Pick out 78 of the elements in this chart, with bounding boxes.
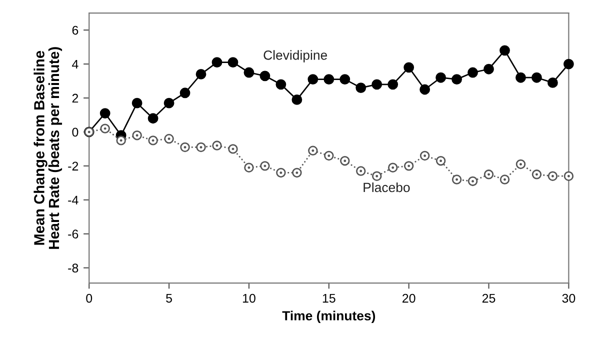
point [100,108,110,118]
point [372,171,382,181]
point [436,72,446,83]
point [212,57,222,68]
point [308,146,318,156]
point [324,150,334,161]
point [500,174,510,184]
series-label: Clevidipine [264,50,328,62]
point [388,162,398,172]
point [404,62,414,73]
y-tick-label: -8 [68,264,78,272]
series-label: Placebo [364,182,410,192]
point [292,94,302,105]
x-axis-title: Time (minutes) [282,310,376,324]
point [563,58,574,70]
point [484,64,494,74]
point [420,150,430,161]
point [148,113,158,124]
point [516,159,526,170]
point [260,70,270,82]
point [212,140,222,150]
point [468,67,478,78]
point [308,74,318,85]
point [500,45,510,56]
point [196,69,206,80]
point [564,171,574,181]
point [180,88,190,98]
point [420,84,430,95]
point [100,124,110,134]
y-tick-label: 6 [72,26,78,35]
point [132,130,142,140]
point [484,170,494,180]
point [436,156,446,166]
x-tick-label: 30 [562,294,576,303]
x-tick-label: 25 [482,294,496,303]
point [372,79,382,90]
point [244,162,254,172]
point [548,171,558,181]
point [324,74,334,85]
x-tick-label: 5 [166,294,172,303]
point [164,134,174,144]
y-tick-label: -4 [68,196,78,204]
point [388,79,398,90]
point [532,170,542,180]
point [468,176,478,186]
point [116,136,126,146]
point [164,98,174,108]
x-tick-label: 15 [322,294,336,303]
point [148,136,158,146]
point [132,98,142,108]
x-tick-label: 0 [86,294,92,303]
point [548,77,558,88]
point [452,74,462,85]
point [180,142,190,152]
x-tick-label: 10 [242,294,256,303]
y-tick-label: 2 [72,94,78,103]
point [260,161,270,171]
point [356,166,366,176]
point [292,168,302,178]
point [340,156,350,166]
point [532,72,542,83]
point [404,161,414,171]
point [452,174,462,184]
point [196,142,206,152]
point [228,144,238,154]
y-tick-label: -6 [68,230,78,239]
y-tick-label: -2 [68,162,78,170]
point [228,57,238,68]
y-tick-label: 4 [72,60,78,69]
point [276,168,286,178]
point [516,72,526,83]
point [356,82,366,94]
y-axis-title: Mean Change from Baseline Heart Rate (beats per minute) [34,47,62,249]
point [276,79,286,90]
y-tick-label: 0 [72,128,78,137]
point [340,74,350,85]
point [244,67,254,78]
x-tick-label: 20 [402,294,416,303]
